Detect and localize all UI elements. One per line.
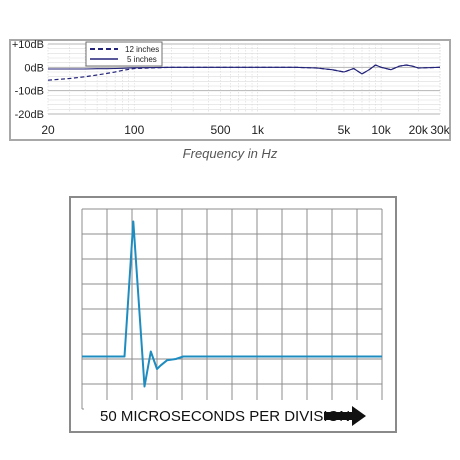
freq-x-axis-label: Frequency in Hz [182,146,278,161]
impulse-series-line [82,220,382,388]
impulse-x-label: 50 MICROSECONDS PER DIVISION [100,408,350,425]
freq-x-tick-label: 20k [409,123,429,137]
freq-x-tick-label: 20 [41,123,55,137]
freq-x-tick-label: 100 [124,123,144,137]
freq-legend-box [85,41,163,67]
freq-series-line-5-inches [48,64,441,75]
freq-x-tick-label: 5k [338,123,352,137]
freq-x-tick-label: 10k [371,123,391,137]
freq-x-tick-label: 500 [211,123,231,137]
freq-chart-frame [9,39,451,141]
freq-x-tick-label: 1k [251,123,265,137]
freq-y-tick-label: -10dB [15,86,44,98]
impulse-chart-frame [69,196,397,433]
freq-y-tick-label: 0dB [24,62,44,74]
freq-legend: 12 inches 5 inches [85,41,163,67]
freq-chart-x-tick-labels: 20 100 500 1k 5k 10k 20k 30k [41,123,450,137]
freq-x-tick-label: 30k [430,123,450,137]
freq-chart-series [47,64,441,81]
impulse-chart-series [82,220,382,388]
legend-label-5-inches: 5 inches [127,55,157,64]
freq-chart-y-tick-labels: +10dB 0dB -10dB -20dB [12,39,44,121]
freq-series-line-12-inches [47,64,441,81]
freq-y-tick-label: +10dB [12,39,44,51]
freq-y-tick-label: -20dB [15,109,44,121]
legend-label-12-inches: 12 inches [125,45,159,54]
arrow-right-icon [324,406,366,426]
